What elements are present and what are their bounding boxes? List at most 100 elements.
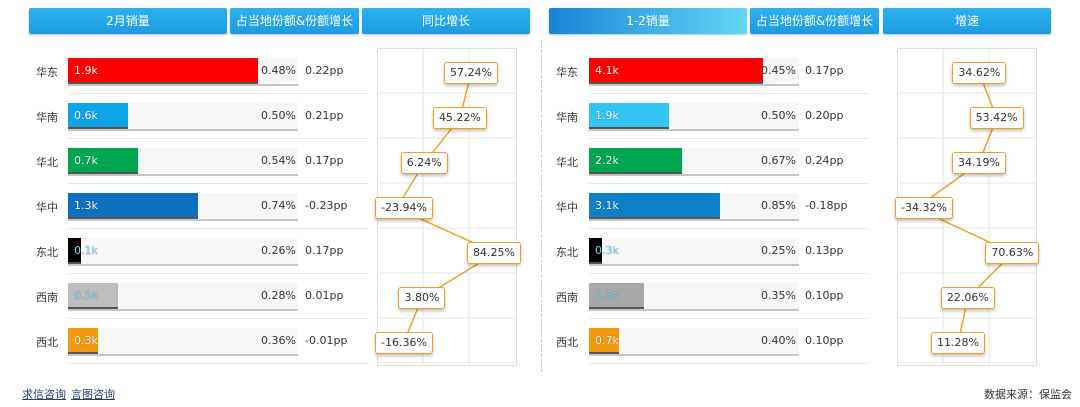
row-divider xyxy=(68,93,368,94)
sales-value-label: 1.3k xyxy=(74,199,98,212)
header-yoy-growth: 同比增长 xyxy=(362,8,530,34)
growth-data-label: 84.25% xyxy=(467,242,521,264)
growth-data-label: -34.32% xyxy=(895,197,953,219)
share-value: 0.48% xyxy=(261,64,296,77)
row-divider xyxy=(589,228,869,229)
region-label: 西南 xyxy=(36,291,58,304)
header-feb-share: 占当地份额&份额增长 xyxy=(230,8,359,34)
sales-value-label: 1.9k xyxy=(74,64,98,77)
bar-track: 2.2k xyxy=(589,148,799,176)
bar-track: 0.7k xyxy=(589,328,799,356)
growth-data-label: 3.80% xyxy=(398,287,446,309)
row-divider xyxy=(589,363,869,364)
share-change-value: -0.23pp xyxy=(305,199,348,212)
row-divider xyxy=(68,228,368,229)
share-value: 0.35% xyxy=(761,289,796,302)
growth-data-label: 70.63% xyxy=(985,242,1040,264)
region-label: 华中 xyxy=(36,201,58,214)
share-change-value: 0.17pp xyxy=(805,64,844,77)
footer-link-yantu[interactable]: 言图咨询 xyxy=(71,388,115,401)
region-label: 西北 xyxy=(556,336,578,349)
sales-bar xyxy=(589,193,721,219)
share-change-value: 0.13pp xyxy=(805,244,844,257)
growth-data-label: -16.36% xyxy=(375,332,433,354)
share-change-value: 0.17pp xyxy=(305,244,344,257)
share-value: 0.40% xyxy=(761,334,796,347)
region-label: 东北 xyxy=(36,246,58,259)
region-label: 华东 xyxy=(556,66,578,79)
share-change-value: 0.10pp xyxy=(805,289,844,302)
share-value: 0.25% xyxy=(761,244,796,257)
growth-data-label: 11.28% xyxy=(931,332,985,354)
bar-track: 0.7k xyxy=(68,148,298,176)
sales-bar xyxy=(68,103,128,129)
sales-bar xyxy=(589,58,763,84)
header-ytd-sales: 1-2销量 xyxy=(549,8,747,34)
share-change-value: 0.01pp xyxy=(305,289,344,302)
row-divider xyxy=(68,183,368,184)
sales-bar xyxy=(589,103,670,129)
share-value: 0.67% xyxy=(761,154,796,167)
header-ytd-share: 占当地份额&份额增长 xyxy=(750,8,879,34)
share-value: 0.50% xyxy=(761,109,796,122)
growth-data-label: 34.19% xyxy=(952,152,1006,174)
share-value: 0.28% xyxy=(261,289,296,302)
bar-track: 0.3k xyxy=(589,238,799,266)
header-ytd-growth: 增速 xyxy=(883,8,1051,34)
footer-links: 求信咨询 言图咨询 xyxy=(22,386,120,402)
sales-value-label: 1.3k xyxy=(595,289,619,302)
header-feb-sales: 2月销量 xyxy=(29,8,227,34)
panel-divider xyxy=(541,40,542,372)
bar-track: 1.3k xyxy=(68,193,298,221)
sales-value-label: 4.1k xyxy=(595,64,619,77)
row-divider xyxy=(589,138,869,139)
sales-bar xyxy=(589,148,683,174)
sales-value-label: 0.7k xyxy=(595,334,619,347)
bar-track: 0.6k xyxy=(68,103,298,131)
share-change-value: -0.01pp xyxy=(305,334,348,347)
sales-value-label: 0.3k xyxy=(74,334,98,347)
share-change-value: 0.24pp xyxy=(805,154,844,167)
region-label: 东北 xyxy=(556,246,578,259)
bar-track: 0.3k xyxy=(68,328,298,356)
row-divider xyxy=(68,318,368,319)
sales-bar xyxy=(68,328,98,354)
bar-track: 1.3k xyxy=(589,283,799,311)
sales-value-label: 0.5k xyxy=(74,289,98,302)
share-value: 0.54% xyxy=(261,154,296,167)
share-value: 0.36% xyxy=(261,334,296,347)
bar-track: 4.1k xyxy=(589,58,799,86)
sales-value-label: 0.3k xyxy=(595,244,619,257)
row-divider xyxy=(68,138,368,139)
sales-bar xyxy=(68,238,81,264)
share-value: 0.26% xyxy=(261,244,296,257)
sales-value-label: 0.7k xyxy=(74,154,98,167)
row-divider xyxy=(68,273,368,274)
sales-bar xyxy=(68,193,198,219)
share-change-value: 0.10pp xyxy=(805,334,844,347)
bar-track: 1.9k xyxy=(68,58,298,86)
row-divider xyxy=(68,363,368,364)
region-label: 西南 xyxy=(556,291,578,304)
sales-bar xyxy=(589,238,602,264)
growth-data-label: 22.06% xyxy=(940,287,995,309)
region-label: 西北 xyxy=(36,336,58,349)
sales-value-label: 0.1k xyxy=(74,244,98,257)
sales-bar xyxy=(589,283,645,309)
growth-data-label: 34.62% xyxy=(952,62,1007,84)
growth-data-label: -23.94% xyxy=(375,197,433,219)
region-label: 华东 xyxy=(36,66,58,79)
sales-bar xyxy=(68,283,118,309)
sales-bar xyxy=(589,328,619,354)
row-divider xyxy=(589,273,869,274)
share-change-value: 0.22pp xyxy=(305,64,344,77)
share-change-value: 0.17pp xyxy=(305,154,344,167)
region-label: 华南 xyxy=(556,111,578,124)
sales-value-label: 0.6k xyxy=(74,109,98,122)
row-divider xyxy=(589,318,869,319)
share-value: 0.50% xyxy=(261,109,296,122)
growth-data-label: 53.42% xyxy=(969,107,1024,129)
row-divider xyxy=(589,183,869,184)
footer-link-qiuxin[interactable]: 求信咨询 xyxy=(22,388,66,401)
sales-value-label: 3.1k xyxy=(595,199,619,212)
